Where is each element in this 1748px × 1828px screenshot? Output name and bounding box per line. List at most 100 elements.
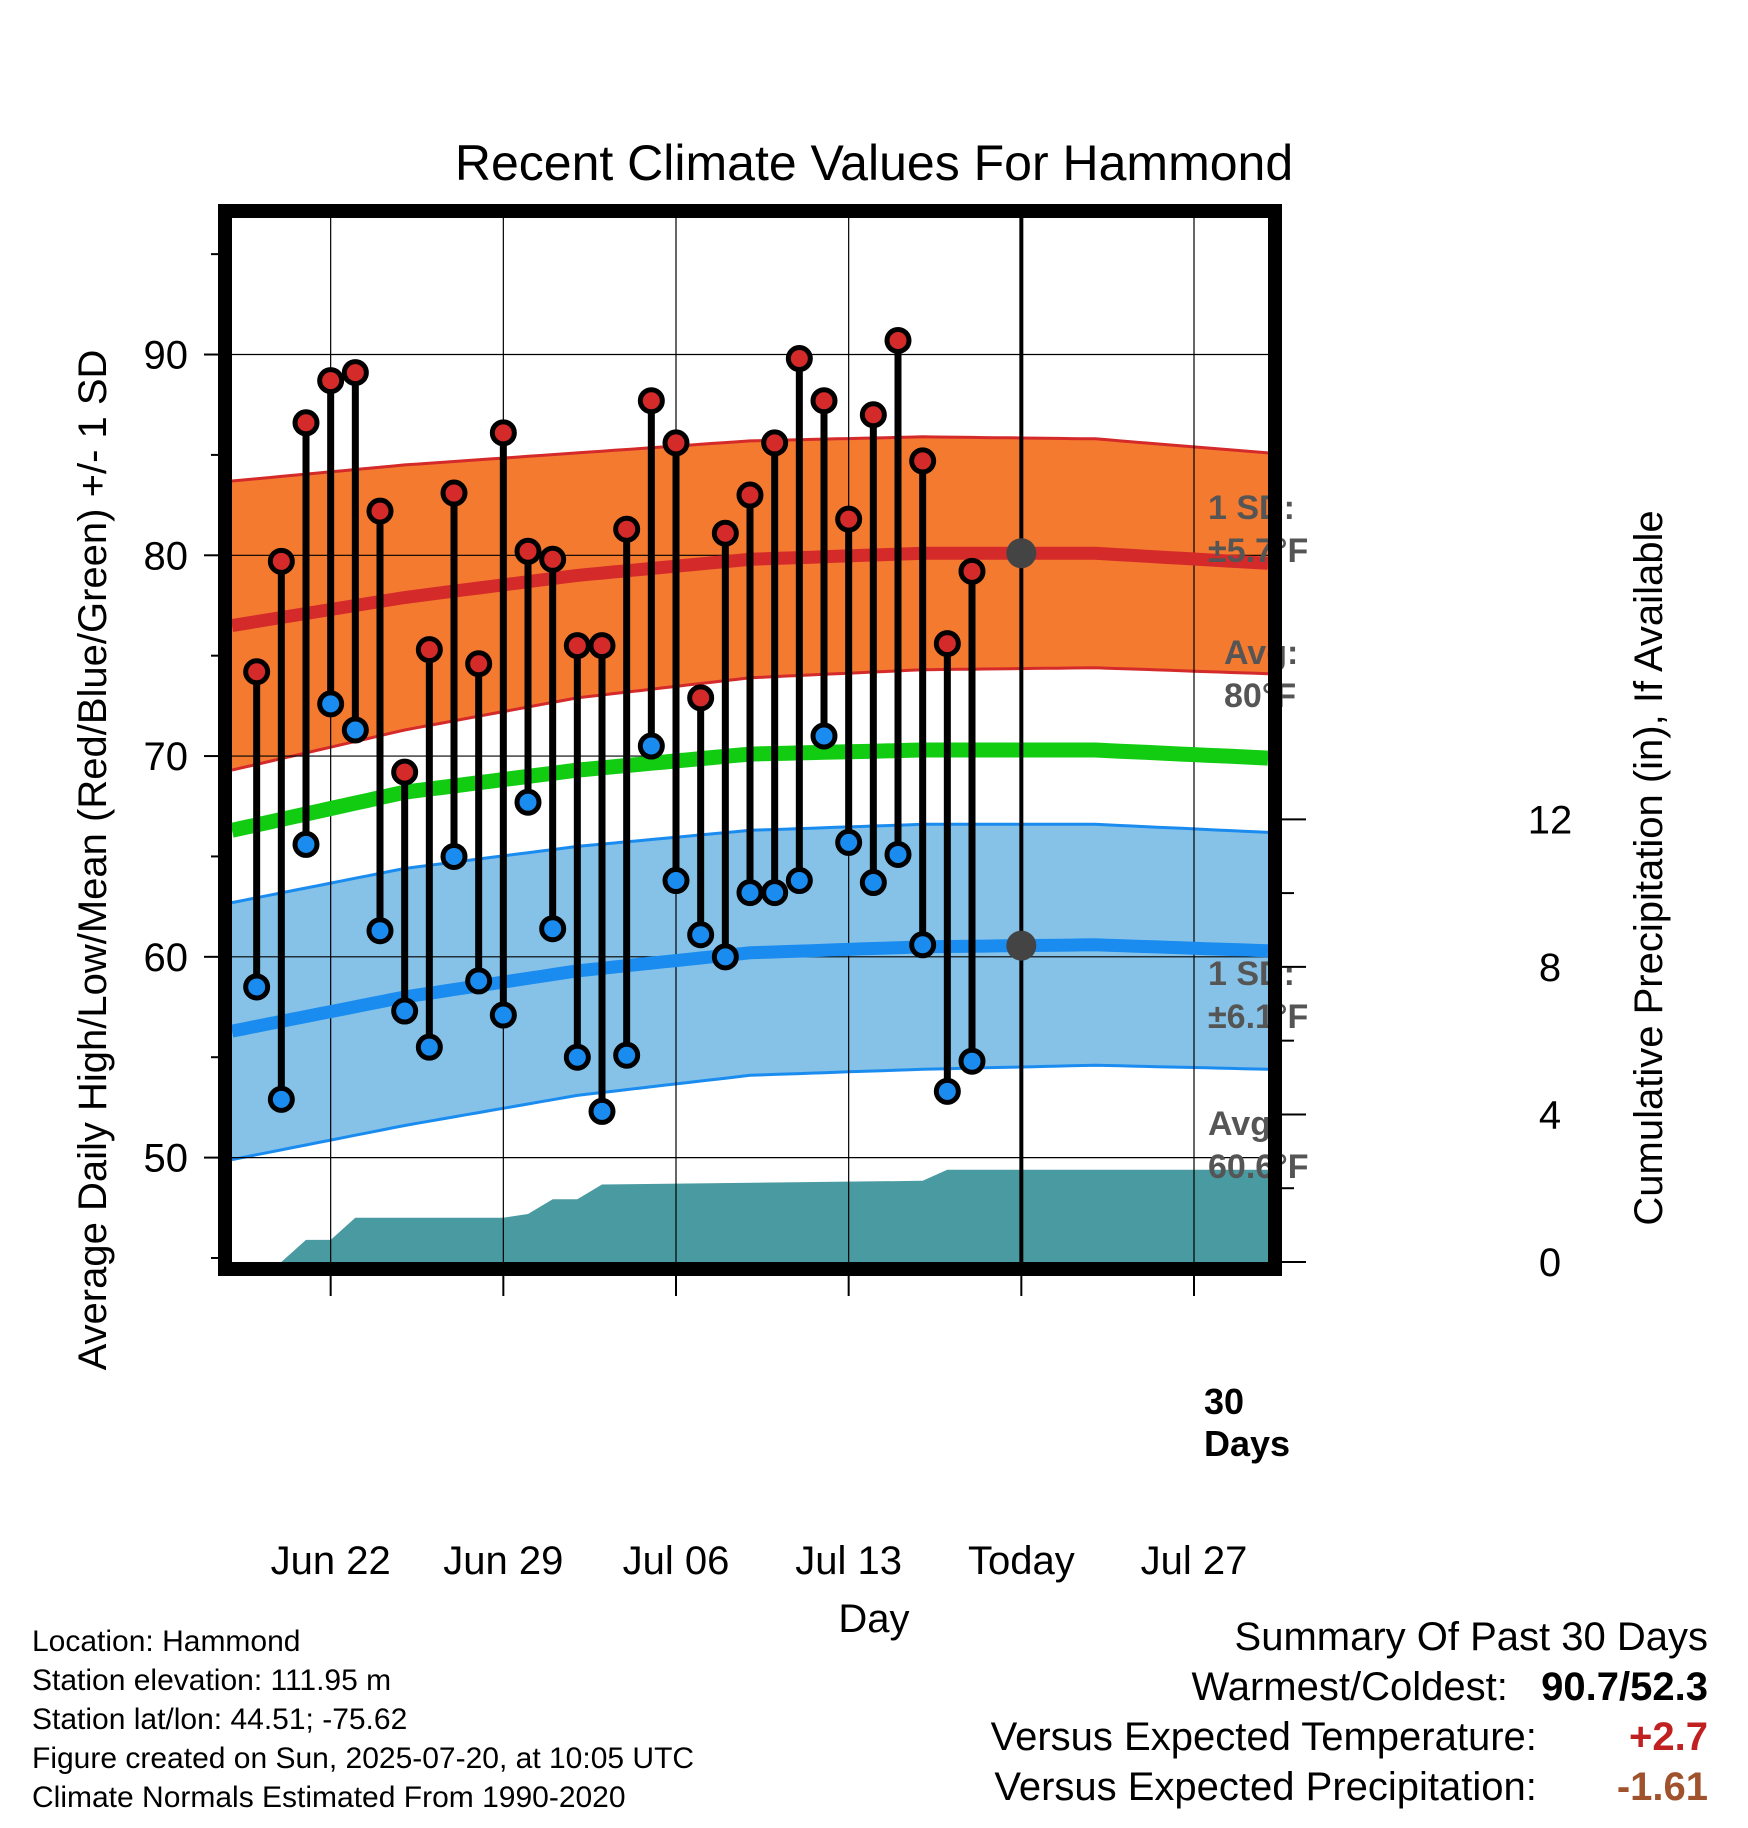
low-sd-lower-line [231, 1063, 1269, 1162]
coldest-value: 52.3 [1630, 1665, 1708, 1709]
daily-low-point [933, 1077, 961, 1105]
daily-high-point [613, 515, 641, 543]
daily-high-point [391, 758, 419, 786]
daily-high-point [933, 630, 961, 658]
daily-low-point [958, 1047, 986, 1075]
daily-low-point [859, 869, 887, 897]
daily-high-point [489, 419, 517, 447]
daily-low-point [909, 931, 937, 959]
warmest-coldest-label: Warmest/Coldest: [1191, 1665, 1508, 1709]
daily-low-point [243, 973, 271, 1001]
temp-anomaly-row: Versus Expected Temperature: +2.7 [991, 1712, 1708, 1762]
daily-high-point [711, 519, 739, 547]
daily-low-point [341, 716, 369, 744]
daily-low-point [736, 879, 764, 907]
daily-low-point [391, 997, 419, 1025]
daily-high-point [563, 632, 591, 660]
x-tick-label: Today [968, 1539, 1075, 1583]
low-sd-value: ±6.1°F [1208, 998, 1308, 1036]
daily-low-point [884, 840, 912, 868]
daily-high-point [637, 387, 665, 415]
daily-high-point [292, 409, 320, 437]
daily-high-point [662, 429, 690, 457]
daily-low-point [514, 788, 542, 816]
daily-low-point [539, 915, 567, 943]
y2-tick-label: 0 [1539, 1241, 1561, 1285]
today-low-normal-dot [1006, 930, 1037, 961]
daily-high-point [415, 636, 443, 664]
daily-high-point [243, 658, 271, 686]
daily-low-point [687, 921, 715, 949]
daily-high-point [761, 429, 789, 457]
precip-anomaly-row: Versus Expected Precipitation: -1.61 [991, 1762, 1708, 1812]
daily-low-point [489, 1001, 517, 1029]
location-text: Location: Hammond [32, 1625, 301, 1658]
y-tick-label: 80 [144, 534, 189, 578]
low-avg-value: 60.6°F [1208, 1148, 1309, 1186]
x-axis-title: Day [838, 1597, 909, 1641]
y-tick-label: 50 [144, 1137, 189, 1181]
precip-anomaly-label: Versus Expected Precipitation: [994, 1765, 1537, 1809]
y-tick-label: 70 [144, 735, 189, 779]
daily-high-point [317, 367, 345, 395]
chart-title: Recent Climate Values For Hammond [455, 135, 1293, 191]
precip-anomaly-value: -1.61 [1616, 1765, 1708, 1809]
daily-high-point [835, 505, 863, 533]
daily-low-point [662, 867, 690, 895]
daily-low-point [711, 943, 739, 971]
daily-high-point [958, 557, 986, 585]
daily-high-point [884, 326, 912, 354]
daily-high-point [588, 632, 616, 660]
daily-low-point [563, 1043, 591, 1071]
y2-axis-title: Cumulative Precipitation (in), If Availa… [1627, 510, 1671, 1225]
daily-high-point [736, 481, 764, 509]
daily-high-point [785, 345, 813, 373]
daily-low-point [761, 879, 789, 907]
daily-low-point [588, 1097, 616, 1125]
daily-high-point [465, 650, 493, 678]
warmest-value: 90.7 [1541, 1665, 1620, 1709]
daily-high-point [539, 545, 567, 573]
daily-low-point [292, 830, 320, 858]
temp-anomaly-label: Versus Expected Temperature: [990, 1715, 1537, 1759]
daily-low-point [835, 828, 863, 856]
summary-title: Summary Of Past 30 Days [1234, 1615, 1708, 1659]
summary-panel: Summary Of Past 30 Days Warmest/Coldest:… [991, 1612, 1708, 1812]
daily-low-point [465, 967, 493, 995]
y-tick-label: 60 [144, 936, 189, 980]
daily-low-point [637, 732, 665, 760]
daily-high-point [514, 537, 542, 565]
warmest-coldest-row: Warmest/Coldest: 90.7/52.3 [1191, 1665, 1708, 1709]
daily-high-point [859, 401, 887, 429]
created-text: Figure created on Sun, 2025-07-20, at 10… [32, 1742, 695, 1775]
x-tick-label: Jul 06 [623, 1539, 730, 1583]
daily-low-point [366, 917, 394, 945]
y2-tick-label: 12 [1528, 798, 1573, 842]
plot-frame [218, 204, 1282, 1276]
y-tick-label: 90 [144, 334, 189, 378]
latlon-text: Station lat/lon: 44.51; -75.62 [32, 1703, 408, 1736]
daily-high-point [440, 479, 468, 507]
daily-high-point [267, 547, 295, 575]
daily-high-point [909, 447, 937, 475]
daily-low-point [613, 1041, 641, 1069]
high-avg-value: 80°F [1224, 677, 1296, 715]
y2-tick-label: 8 [1539, 946, 1561, 990]
x-tick-label: Jun 29 [443, 1539, 563, 1583]
elevation-text: Station elevation: 111.95 m [32, 1664, 392, 1697]
daily-low-point [785, 867, 813, 895]
days-word-label: Days [1204, 1423, 1290, 1464]
daily-high-point [341, 359, 369, 387]
y2-tick-label: 4 [1539, 1093, 1561, 1137]
daily-high-point [810, 387, 838, 415]
normals-text: Climate Normals Estimated From 1990-2020 [32, 1781, 626, 1814]
high-avg-label: Avg: [1224, 634, 1298, 672]
today-high-normal-dot [1006, 538, 1037, 569]
daily-low-point [317, 690, 345, 718]
daily-low-point [267, 1085, 295, 1113]
y-axis-title: Average Daily High/Low/Mean (Red/Blue/Gr… [71, 350, 115, 1371]
precip-area [281, 1169, 1268, 1262]
x-tick-label: Jul 13 [795, 1539, 902, 1583]
daily-high-point [366, 497, 394, 525]
